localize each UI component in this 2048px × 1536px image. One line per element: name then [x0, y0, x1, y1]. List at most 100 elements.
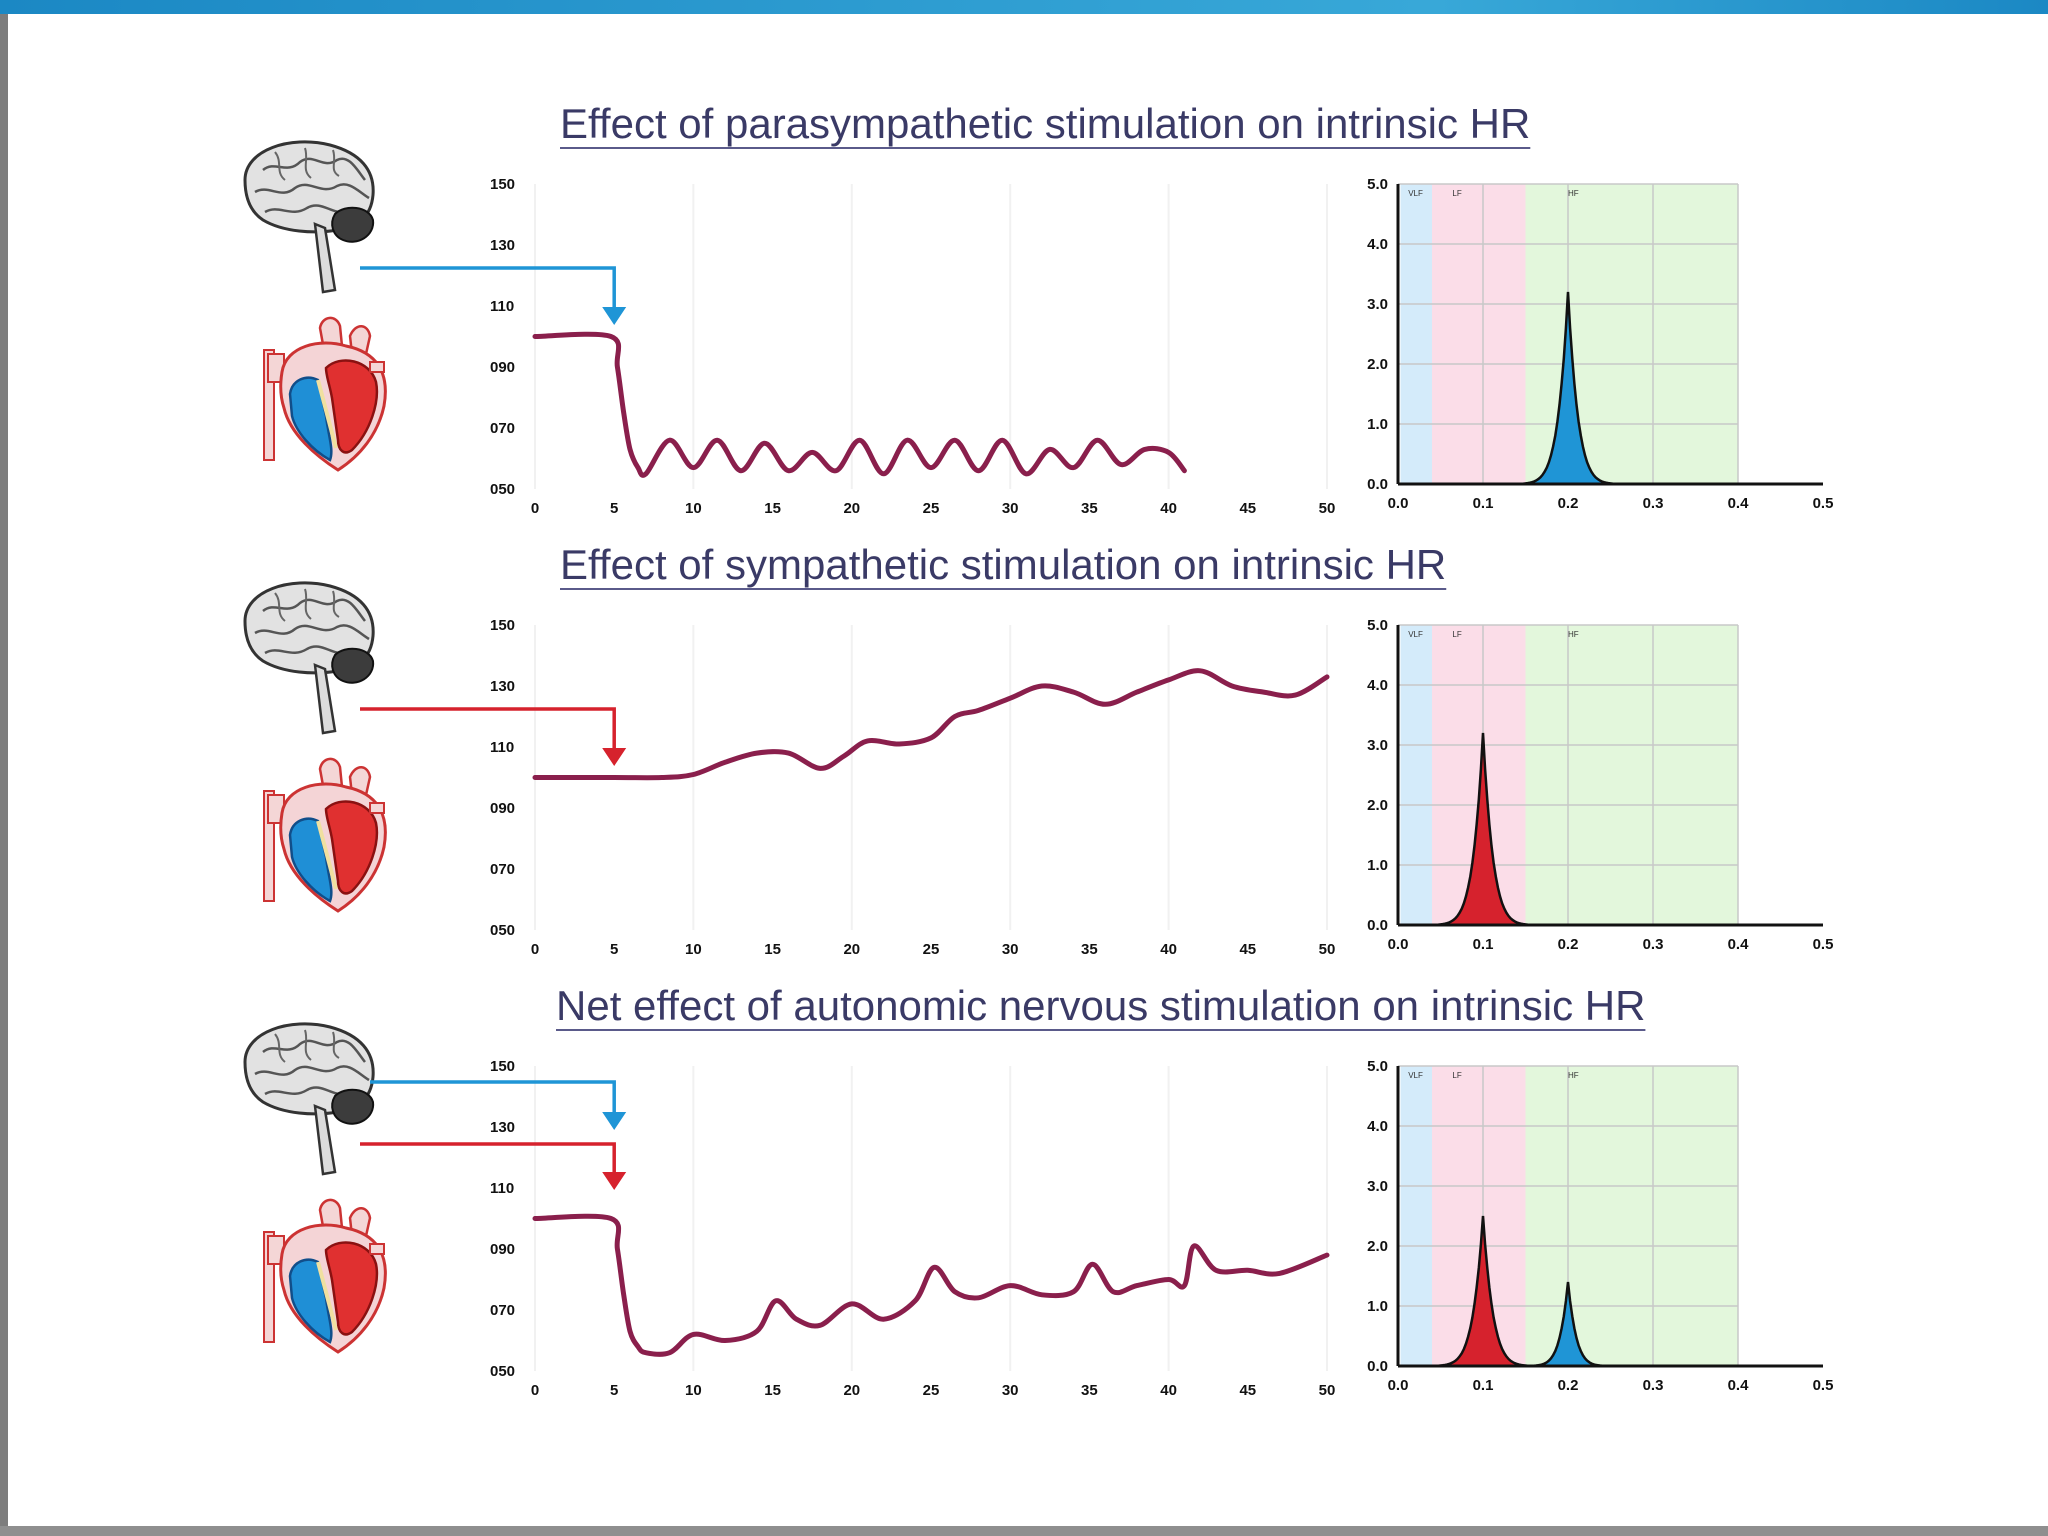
hr-series-line	[532, 1213, 1330, 1357]
parasympathetic-arrow-line	[370, 1080, 616, 1116]
hr-x-tick-label: 20	[843, 500, 860, 517]
spectrum-x-tick-label: 0.4	[1728, 1377, 1750, 1394]
spectrum-y-tick-label: 0.0	[1367, 476, 1388, 493]
hr-x-tick-label: 15	[764, 1382, 781, 1399]
hr-x-tick-label: 10	[685, 500, 702, 517]
spectrum-x-tick-label: 0.5	[1813, 1377, 1834, 1394]
spectrum-y-tick-label: 4.0	[1367, 677, 1388, 694]
panel-3: Net effect of autonomic nervous stimulat…	[243, 982, 1833, 1399]
spectrum-y-tick-label: 4.0	[1367, 1118, 1388, 1135]
hr-x-tick-label: 30	[1002, 1382, 1019, 1399]
band-label: VLF	[1408, 630, 1423, 639]
hr-x-tick-label: 35	[1081, 1382, 1098, 1399]
hr-x-tick-label: 25	[923, 941, 940, 958]
panel-3-spectrum-chart: VLF LF HF 5.0 4.0 3.0 2.0 1.0 0.00.0 0.1 0.2 0.3 0.4…	[1367, 1058, 1833, 1394]
panels: Effect of parasympathetic stimulation on…	[243, 100, 1834, 1399]
band-label: HF	[1568, 630, 1579, 639]
hr-x-tick-label: 20	[843, 1382, 860, 1399]
parasympathetic-arrow-head	[602, 307, 627, 325]
sympathetic-arrow-line	[360, 1142, 616, 1176]
spectrum-y-tick-label: 1.0	[1367, 416, 1388, 433]
spectrum-x-tick-label: 0.2	[1558, 495, 1579, 512]
hr-y-tick-label: 130	[490, 1119, 515, 1136]
spectrum-x-tick-label: 0.4	[1728, 936, 1750, 953]
hr-x-tick-label: 40	[1160, 1382, 1177, 1399]
spectrum-y-tick-label: 5.0	[1367, 1058, 1388, 1075]
spectrum-x-tick-label: 0.0	[1388, 495, 1409, 512]
hr-x-tick-label: 45	[1239, 941, 1256, 958]
vlf-band	[1400, 184, 1432, 484]
spectrum-x-tick-label: 0.5	[1813, 936, 1834, 953]
hr-x-tick-label: 50	[1319, 1382, 1336, 1399]
panel-3-title: Net effect of autonomic nervous stimulat…	[556, 982, 1645, 1029]
band-label: LF	[1452, 1071, 1461, 1080]
band-label: VLF	[1408, 189, 1423, 198]
band-label: LF	[1452, 189, 1461, 198]
panel-1-spectrum-chart: VLF LF HF 5.0 4.0 3.0 2.0 1.0 0.00.0 0.1 0.2 0.3 0.4…	[1367, 176, 1833, 512]
hr-y-tick-label: 130	[490, 678, 515, 695]
hr-y-tick-label: 090	[490, 359, 515, 376]
parasympathetic-arrow	[360, 266, 627, 325]
hr-x-tick-label: 25	[923, 1382, 940, 1399]
hr-series-line	[532, 331, 1187, 478]
hr-x-tick-label: 50	[1319, 941, 1336, 958]
hr-series-line	[532, 668, 1330, 781]
spectrum-x-tick-label: 0.3	[1643, 936, 1664, 953]
hr-x-tick-label: 45	[1239, 1382, 1256, 1399]
vlf-band	[1400, 1066, 1432, 1366]
hr-x-tick-label: 0	[531, 941, 539, 958]
brain-icon	[243, 581, 375, 735]
panel-1: Effect of parasympathetic stimulation on…	[243, 100, 1833, 517]
panel-2: Effect of sympathetic stimulation on int…	[243, 541, 1834, 958]
parasympathetic-arrow-line	[360, 266, 616, 311]
hr-x-tick-label: 0	[531, 500, 539, 517]
sympathetic-arrow	[360, 707, 627, 766]
hr-y-tick-label: 090	[490, 800, 515, 817]
hr-y-tick-label: 050	[490, 1363, 515, 1380]
hr-y-tick-label: 150	[490, 176, 515, 193]
spectrum-y-tick-label: 3.0	[1367, 1178, 1388, 1195]
hr-x-tick-label: 30	[1002, 941, 1019, 958]
spectrum-y-tick-label: 1.0	[1367, 1298, 1388, 1315]
lf-band	[1432, 184, 1526, 484]
panel-2-hr-chart: 150 130 110 090 070 050 0 5 10 15 20 25 30 35 40 45 50	[490, 617, 1335, 958]
spectrum-x-tick-label: 0.1	[1473, 936, 1494, 953]
spectrum-y-tick-label: 0.0	[1367, 917, 1388, 934]
hr-x-tick-label: 5	[610, 500, 618, 517]
spectrum-x-tick-label: 0.3	[1643, 495, 1664, 512]
hr-x-tick-label: 10	[685, 941, 702, 958]
spectrum-x-tick-label: 0.0	[1388, 936, 1409, 953]
hr-x-tick-label: 20	[843, 941, 860, 958]
hr-y-tick-label: 150	[490, 1058, 515, 1075]
hr-x-tick-label: 25	[923, 500, 940, 517]
heart-icon	[262, 315, 388, 472]
hr-x-tick-label: 45	[1239, 500, 1256, 517]
hr-x-tick-label: 15	[764, 500, 781, 517]
hr-x-tick-label: 10	[685, 1382, 702, 1399]
spectrum-y-tick-label: 5.0	[1367, 176, 1388, 193]
parasympathetic-arrow	[370, 1080, 627, 1130]
spectrum-y-tick-label: 2.0	[1367, 356, 1388, 373]
heart-icon	[262, 756, 388, 913]
band-label: LF	[1452, 630, 1461, 639]
sympathetic-arrow	[360, 1142, 627, 1190]
spectrum-x-tick-label: 0.5	[1813, 495, 1834, 512]
brain-icon	[243, 140, 375, 294]
hr-y-tick-label: 090	[490, 1241, 515, 1258]
spectrum-y-tick-label: 4.0	[1367, 236, 1388, 253]
spectrum-peak-hf	[1515, 291, 1621, 486]
slide-left-border	[0, 14, 8, 1526]
sympathetic-arrow-line	[360, 707, 616, 752]
spectrum-x-tick-label: 0.0	[1388, 1377, 1409, 1394]
spectrum-x-tick-label: 0.2	[1558, 936, 1579, 953]
hf-band	[1525, 625, 1738, 925]
spectrum-y-tick-label: 3.0	[1367, 737, 1388, 754]
hr-x-tick-label: 35	[1081, 941, 1098, 958]
band-label: HF	[1568, 1071, 1579, 1080]
spectrum-x-tick-label: 0.4	[1728, 495, 1750, 512]
spectrum-x-tick-label: 0.2	[1558, 1377, 1579, 1394]
sympathetic-arrow-head	[602, 748, 627, 766]
hr-y-tick-label: 070	[490, 420, 515, 437]
band-label: VLF	[1408, 1071, 1423, 1080]
